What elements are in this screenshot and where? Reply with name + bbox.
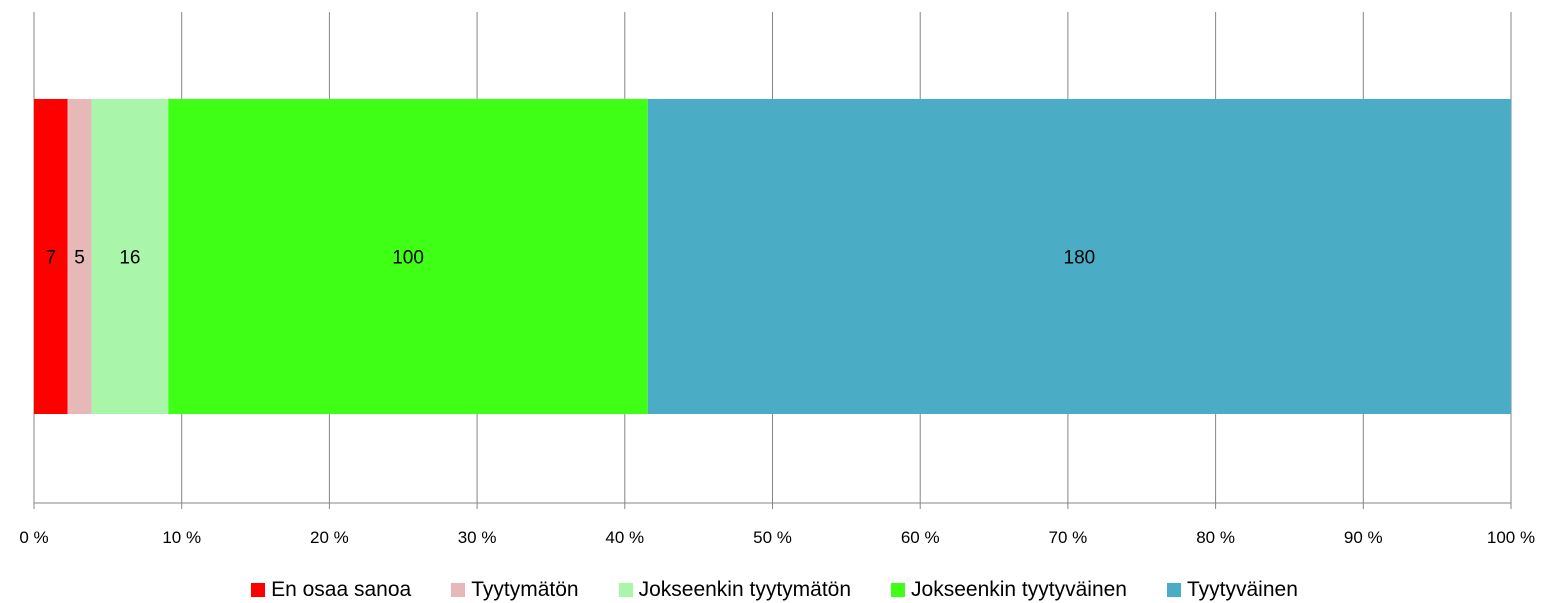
x-tick-label: 70 % [1049,528,1088,547]
legend-swatch [618,582,633,597]
bar-segments [34,99,1511,414]
x-tick-label: 0 % [19,528,48,547]
legend-label: Tyytyväinen [1186,578,1298,601]
x-tick-label: 90 % [1344,528,1383,547]
bar-segment [91,99,169,414]
legend-swatch [1166,582,1181,597]
data-label: 5 [74,248,85,269]
legend-label: Tyytymätön [471,578,579,601]
data-labels: 7 5 16 100 180 [45,248,1095,269]
x-tick-label: 40 % [605,528,644,547]
x-tick-label: 20 % [310,528,349,547]
x-tick-label: 30 % [458,528,497,547]
bar-segment [67,99,92,414]
x-tick-label: 10 % [162,528,201,547]
data-label: 16 [119,248,140,269]
x-tick-label: 60 % [901,528,940,547]
x-tick-label: 100 % [1487,528,1535,547]
legend-label: En osaa sanoa [271,578,412,601]
legend-swatch [891,582,906,597]
legend-item: En osaa sanoa [251,576,411,603]
legend-swatch [251,582,266,597]
bar-segment [34,99,68,414]
legend-label: Jokseenkin tyytyväinen [911,578,1127,601]
legend-item: Jokseenkin tyytymätön [618,576,852,603]
data-label: 100 [392,248,424,269]
x-tick-label: 80 % [1196,528,1235,547]
legend-item: Tyytymätön [451,576,579,603]
bar-segment [168,99,648,414]
legend-swatch [451,582,466,597]
legend-item: Jokseenkin tyytyväinen [891,576,1127,603]
bar-segment [647,99,1511,414]
x-axis-tick-labels: 0 % 10 % 20 % 30 % 40 % 50 % 60 % 70 % 80 % 90 % 1… [19,528,1535,547]
x-tick-label: 50 % [753,528,792,547]
legend: En osaa sanoa Tyytymätön Jokseenkin tyytym… [0,576,1549,603]
data-label: 7 [45,248,56,269]
stacked-bar-chart: 7 5 16 100 180 0 % 10 % 20 % 30 % 40 % 50 % 60 % 70… [19,12,1535,547]
legend-item: Tyytyväinen [1166,576,1298,603]
data-label: 180 [1064,248,1096,269]
legend-label: Jokseenkin tyytymätön [638,578,852,601]
